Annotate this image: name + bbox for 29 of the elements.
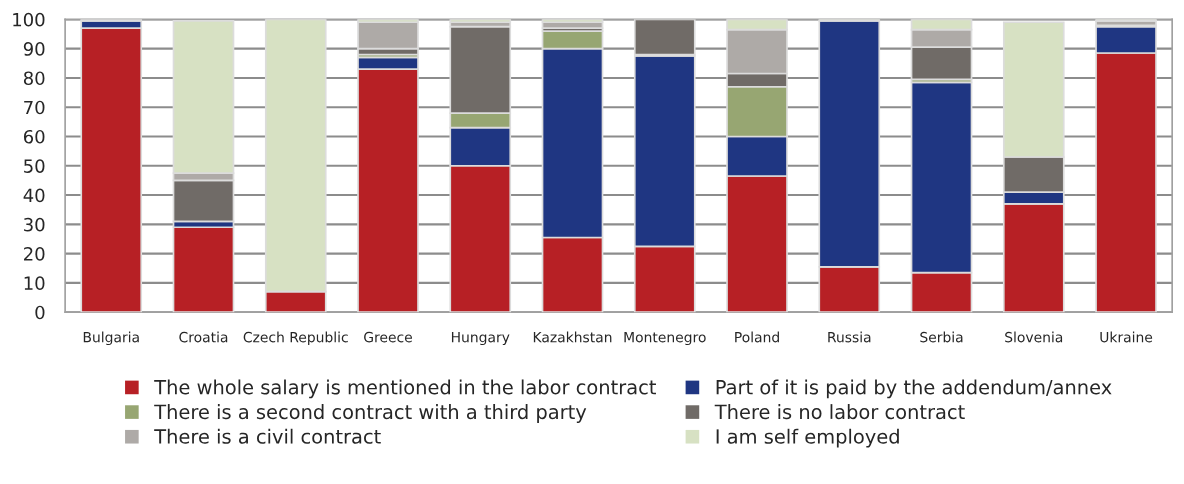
- legend-label: I am self employed: [716, 428, 899, 448]
- legend-label: The whole salary is mentioned in the labor contract: [154, 379, 656, 399]
- y-tick-label: 10: [24, 276, 45, 291]
- y-tick-label: 90: [23, 42, 45, 56]
- y-tick-label: 40: [23, 188, 45, 203]
- y-tick-label: 30: [24, 217, 45, 232]
- x-tick-label: Croatia: [179, 331, 228, 343]
- y-tick-label: 100: [13, 12, 45, 27]
- legend-label: Part of it is paid by the addendum/annex: [716, 379, 1112, 399]
- x-tick-label: Montenegro: [624, 332, 706, 346]
- x-tick-label: Ukraine: [1100, 331, 1153, 343]
- x-tick-label: Bulgaria: [83, 331, 139, 346]
- legend-label: There is a civil contract: [154, 428, 381, 444]
- x-tick-label: Poland: [735, 331, 779, 343]
- legend-label: There is a second contract with a third party: [154, 404, 587, 423]
- x-tick-label: Kazakhstan: [533, 331, 612, 343]
- y-tick-label: 0: [35, 305, 45, 320]
- legend-label: There is no labor contract: [714, 404, 965, 420]
- y-tick-label: 20: [24, 247, 45, 261]
- y-tick-label: 50: [24, 159, 45, 173]
- y-tick-label: 80: [23, 71, 45, 86]
- x-tick-label: Slovenia: [1005, 331, 1063, 343]
- x-tick-label: Hungary: [451, 332, 510, 346]
- x-tick-label: Czech Republic: [243, 331, 348, 346]
- x-tick-label: Serbia: [920, 331, 963, 343]
- y-tick-label: 60: [23, 129, 45, 144]
- y-tick-label: 70: [24, 100, 45, 115]
- x-tick-label: Russia: [828, 331, 871, 343]
- x-tick-label: Greece: [364, 331, 412, 343]
